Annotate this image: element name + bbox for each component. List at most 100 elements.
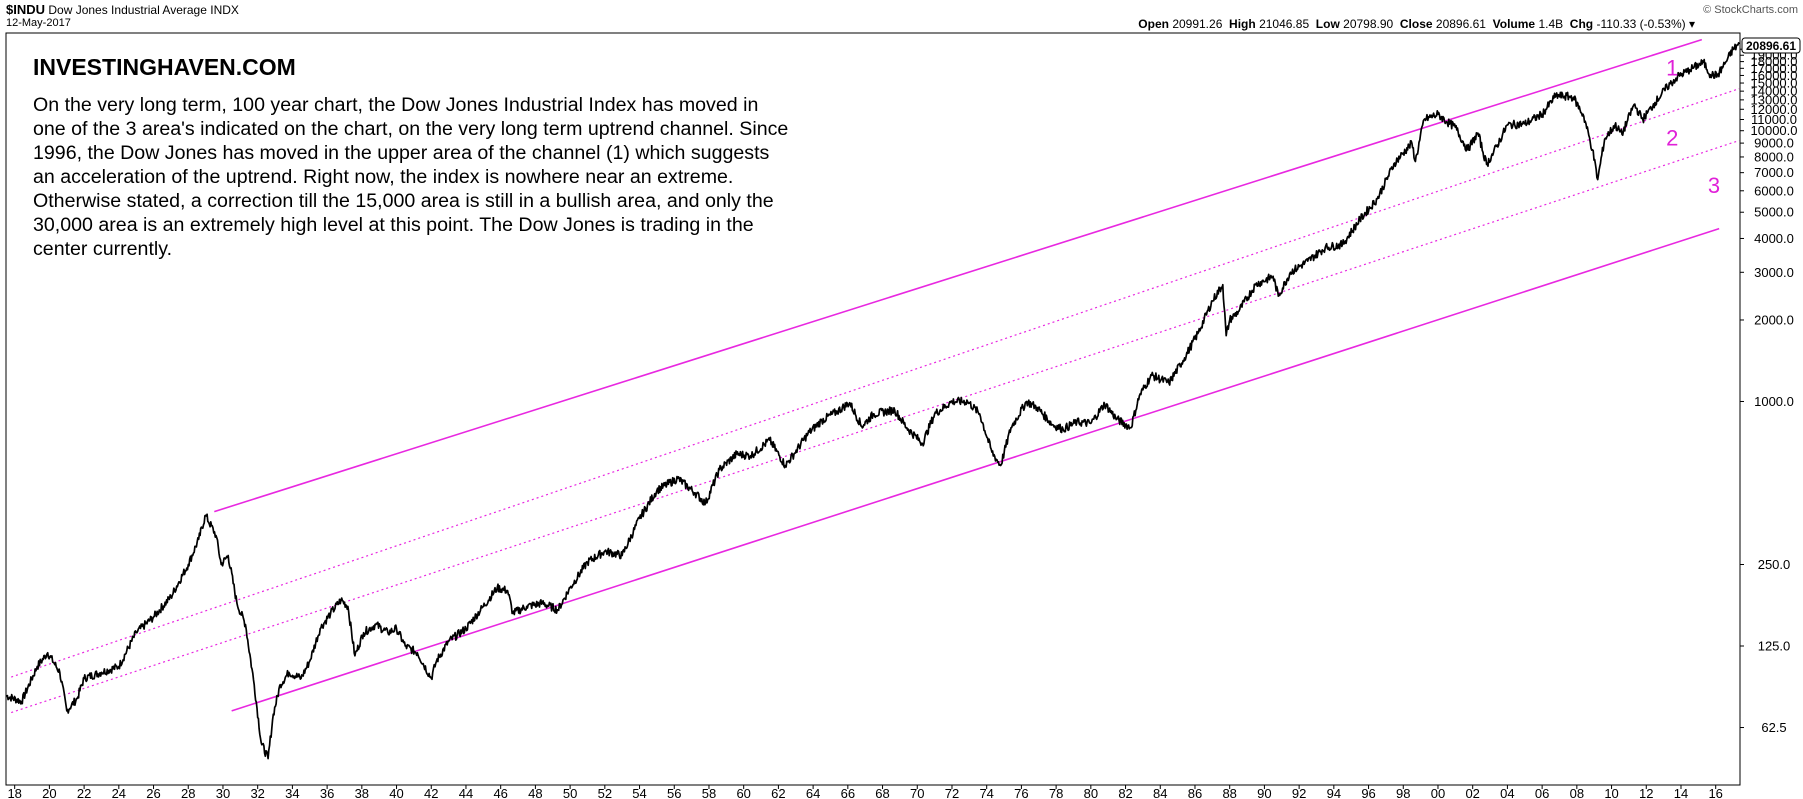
- index-name: Dow Jones Industrial Average: [48, 3, 207, 17]
- x-tick-label: 44: [459, 786, 473, 799]
- annotation-text: On the very long term, 100 year chart, t…: [33, 94, 789, 260]
- x-tick-label: 50: [563, 786, 577, 799]
- x-tick-label: 92: [1292, 786, 1306, 799]
- y-tick-label: 16000.0: [1751, 68, 1798, 83]
- y-axis: 62.5 125.0 250.0 1000.0 2000.0 3000.0 4000.0 50…: [1740, 42, 1798, 735]
- y-tick-label: 12000.0: [1751, 102, 1798, 117]
- x-tick-label: 72: [945, 786, 959, 799]
- y-tick-label: 11000.0: [1751, 112, 1797, 127]
- x-tick-label: 78: [1049, 786, 1063, 799]
- y-tick-label: 3000.0: [1754, 265, 1794, 280]
- stockcharts-credit: © StockCharts.com: [1703, 4, 1798, 16]
- volume-label: Volume: [1492, 17, 1536, 31]
- x-tick-label: 30: [216, 786, 230, 799]
- x-tick-label: 74: [979, 786, 993, 799]
- x-tick-label: 40: [389, 786, 403, 799]
- y-tick-label: 18000.0: [1751, 54, 1798, 69]
- x-tick-label: 28: [181, 786, 195, 799]
- x-tick-label: 10: [1604, 786, 1618, 799]
- exchange: INDX: [210, 3, 239, 17]
- x-tick-label: 52: [598, 786, 612, 799]
- ohlc-summary: Open 20991.26 High 21046.85 Low 20798.90…: [1138, 17, 1695, 31]
- x-tick-label: 42: [424, 786, 438, 799]
- x-tick-label: 22: [77, 786, 91, 799]
- close-value: 20896.61: [1435, 17, 1486, 31]
- x-tick-label: 94: [1327, 786, 1341, 799]
- x-tick-label: 60: [736, 786, 750, 799]
- y-tick-label: 5000.0: [1754, 205, 1794, 220]
- x-tick-label: 76: [1014, 786, 1028, 799]
- y-tick-label: 15000.0: [1751, 76, 1798, 91]
- high-label: High: [1229, 17, 1256, 31]
- x-tick-label: 80: [1084, 786, 1098, 799]
- caret-down-icon[interactable]: ▾: [1688, 17, 1695, 31]
- x-tick-label: 16: [1708, 786, 1722, 799]
- y-tick-label: 125.0: [1758, 639, 1791, 654]
- x-tick-label: 18: [7, 786, 21, 799]
- x-tick-label: 98: [1396, 786, 1410, 799]
- high-value: 21046.85: [1259, 17, 1310, 31]
- zone-label-1: 1: [1666, 55, 1678, 80]
- chg-value: -110.33 (-0.53%): [1596, 17, 1686, 31]
- y-tick-label: 14000.0: [1751, 84, 1798, 99]
- y-tick-label: 8000.0: [1754, 149, 1794, 164]
- x-tick-label: 02: [1465, 786, 1479, 799]
- x-tick-label: 26: [146, 786, 160, 799]
- volume-value: 1.4B: [1538, 17, 1564, 31]
- channel-dotted-line: [11, 88, 1740, 678]
- channel-solid-line: [231, 227, 1720, 712]
- x-tick-label: 54: [632, 786, 646, 799]
- x-tick-label: 62: [771, 786, 785, 799]
- y-tick-label: 13000.0: [1751, 92, 1798, 107]
- zone-label-3: 3: [1708, 173, 1720, 198]
- x-tick-label: 96: [1361, 786, 1375, 799]
- zone-labels: 1 2 3: [1666, 55, 1720, 197]
- x-tick-label: 00: [1431, 786, 1445, 799]
- x-tick-label: 32: [250, 786, 264, 799]
- y-tick-label: 62.5: [1761, 720, 1786, 735]
- x-tick-label: 58: [702, 786, 716, 799]
- y-tick-label: 7000.0: [1754, 165, 1794, 180]
- x-tick-label: 56: [667, 786, 681, 799]
- last-price-value: 20896.61: [1746, 39, 1796, 53]
- x-tick-label: 68: [875, 786, 889, 799]
- price-series: [5, 42, 1741, 760]
- price-line: [5, 42, 1741, 760]
- x-tick-label: 08: [1570, 786, 1584, 799]
- x-tick-label: 70: [910, 786, 924, 799]
- x-tick-label: 48: [528, 786, 542, 799]
- channel-solid-line: [214, 38, 1703, 513]
- y-tick-label: 9000.0: [1754, 136, 1794, 151]
- x-tick-label: 84: [1153, 786, 1167, 799]
- chart-title: $INDU Dow Jones Industrial Average INDX: [6, 2, 239, 17]
- x-tick-label: 66: [841, 786, 855, 799]
- x-tick-label: 88: [1222, 786, 1236, 799]
- x-axis: 18 20 22 24 26 28 30 32 34 36 38 40 42 44 46 48 50 52 54 56…: [7, 785, 1723, 799]
- last-price-tag: 20896.61: [1741, 37, 1801, 54]
- low-label: Low: [1315, 17, 1340, 31]
- zone-label-2: 2: [1666, 126, 1678, 151]
- open-value: 20991.26: [1172, 17, 1223, 31]
- x-tick-label: 82: [1118, 786, 1132, 799]
- chg-label: Chg: [1569, 17, 1594, 31]
- x-tick-label: 64: [806, 786, 820, 799]
- close-label: Close: [1399, 17, 1433, 31]
- x-tick-label: 12: [1639, 786, 1653, 799]
- chart-date: 12-May-2017: [6, 17, 71, 29]
- x-tick-label: 06: [1535, 786, 1549, 799]
- x-tick-label: 20: [42, 786, 56, 799]
- channel-lines: [11, 38, 1740, 714]
- x-tick-label: 90: [1257, 786, 1271, 799]
- y-tick-label: 10000.0: [1751, 123, 1798, 138]
- y-tick-label: 1000.0: [1754, 394, 1794, 409]
- plot-area: [5, 32, 1741, 786]
- y-tick-label: 17000.0: [1751, 61, 1798, 76]
- x-tick-label: 34: [285, 786, 299, 799]
- y-tick-label: 4000.0: [1754, 231, 1794, 246]
- channel-dotted-line: [11, 139, 1740, 714]
- low-value: 20798.90: [1343, 17, 1394, 31]
- x-tick-label: 38: [355, 786, 369, 799]
- x-tick-label: 24: [112, 786, 126, 799]
- brand-title: INVESTINGHAVEN.COM: [33, 54, 296, 80]
- x-tick-label: 04: [1500, 786, 1514, 799]
